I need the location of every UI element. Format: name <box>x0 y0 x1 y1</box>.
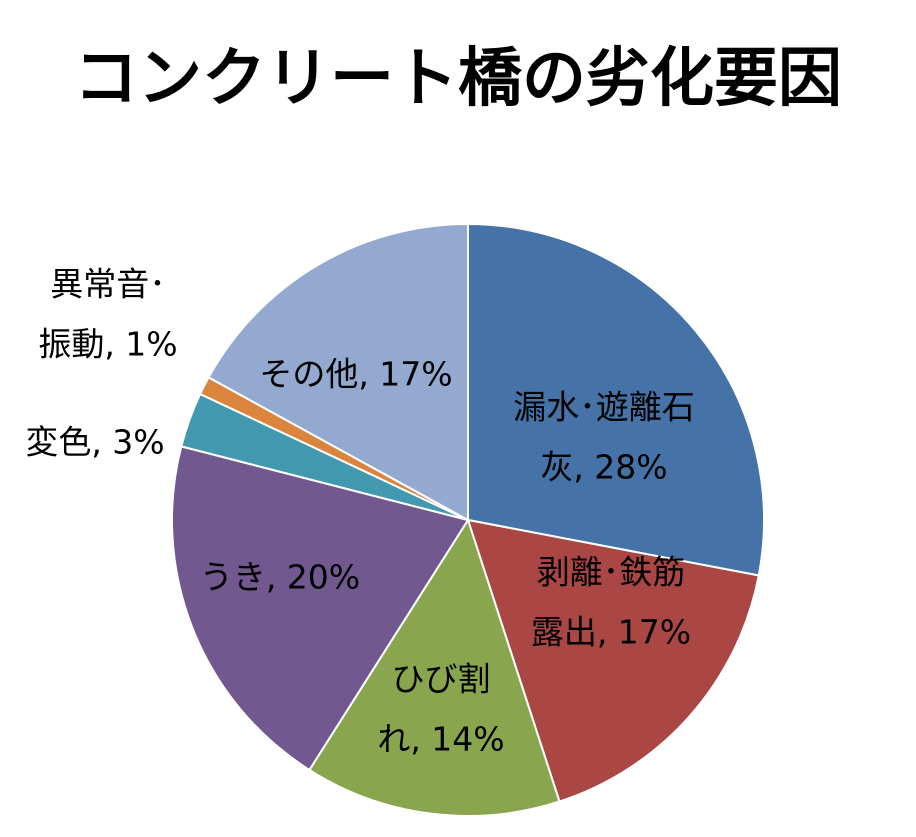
slice-label-4-line-0: 変色, 3% <box>25 423 164 462</box>
slice-label-5-line-0: 異常音･ <box>50 265 166 304</box>
pie-slice-1 <box>466 518 760 803</box>
slice-label-0: 漏水･遊離石灰, 28% <box>513 388 695 487</box>
slice-label-2: ひび割れ, 14% <box>377 660 504 759</box>
slice-label-5: 異常音･ 振動, 1% <box>38 265 177 364</box>
slice-label-6: その他, 17% <box>259 355 452 394</box>
slice-label-3: うき, 20% <box>200 558 360 597</box>
slice-label-1-line-1: 露出, 17% <box>531 613 691 652</box>
slice-label-4: 変色, 3% <box>25 423 164 462</box>
slice-label-3-line-0: うき, 20% <box>200 558 360 597</box>
pie-labels: 漏水･遊離石灰, 28% 剥離･鉄筋露出, 17% ひび割れ, 14% うき, 20%… <box>25 265 694 759</box>
pie-slice-6 <box>207 222 469 522</box>
slice-label-1: 剥離･鉄筋露出, 17% <box>531 553 691 652</box>
slice-label-2-line-1: れ, 14% <box>377 720 504 759</box>
slice-label-2-line-0: ひび割 <box>392 660 491 699</box>
chart-title: コンクリート橋の劣化要因 <box>74 42 842 116</box>
pie-slices <box>171 222 766 817</box>
pie-slice-2 <box>308 517 561 817</box>
pie-slice-0 <box>467 222 766 577</box>
slice-label-0-line-1: 灰, 28% <box>540 448 667 487</box>
slice-label-1-line-0: 剥離･鉄筋 <box>537 553 686 592</box>
slice-label-6-line-0: その他, 17% <box>259 355 452 394</box>
pie-slice-3 <box>171 445 470 772</box>
slice-label-5-line-1: 振動, 1% <box>38 325 177 364</box>
slice-label-0-line-0: 漏水･遊離石 <box>513 388 695 427</box>
